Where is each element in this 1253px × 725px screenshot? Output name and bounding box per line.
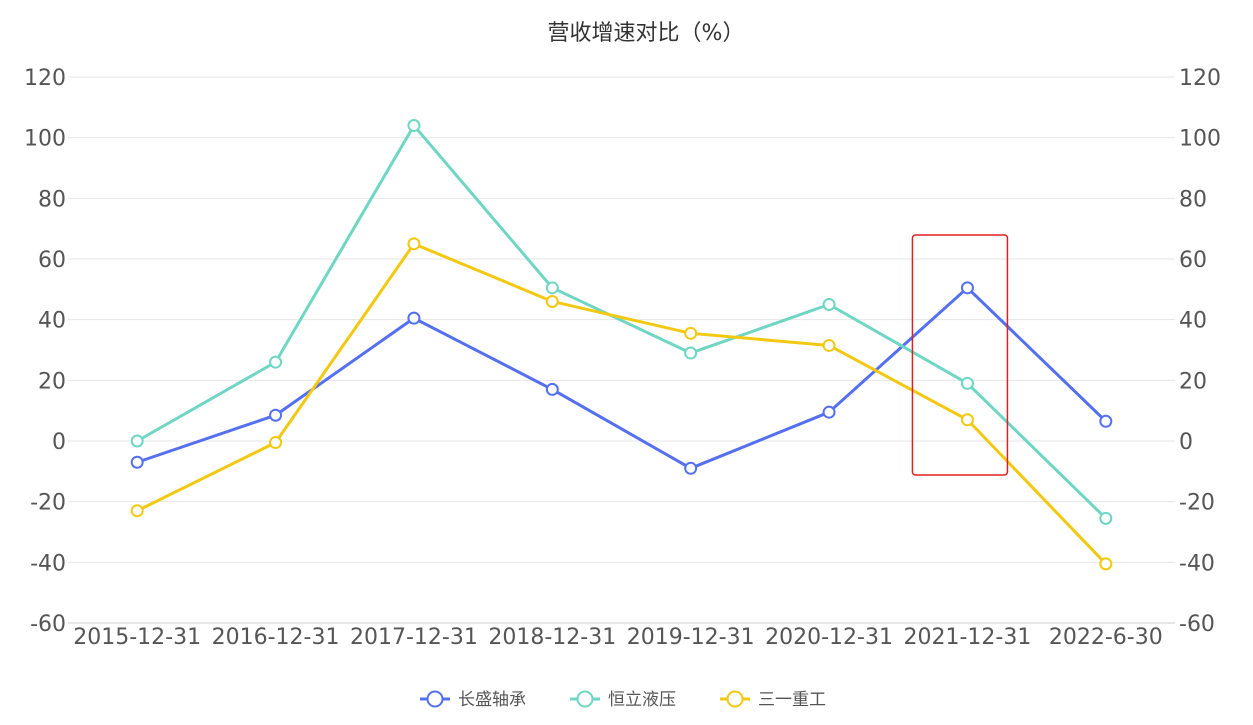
y-tick-label-left: 40 (38, 309, 66, 334)
data-point (130, 455, 144, 469)
series (130, 281, 1113, 475)
data-point (407, 119, 421, 133)
series-line (136, 242, 1107, 565)
y-tick-label-left: -60 (30, 612, 66, 637)
legend-marker (426, 690, 444, 708)
data-point (269, 436, 283, 450)
y-tick-label-left: -20 (30, 491, 66, 516)
series-line (136, 124, 1107, 520)
x-tick-label: 2016-12-31 (212, 625, 340, 650)
data-point (822, 405, 836, 419)
series-line (136, 286, 1107, 470)
legend-item[interactable]: 三一重工 (720, 690, 826, 710)
highlight-box (911, 234, 1009, 476)
y-tick-label-right: 120 (1179, 66, 1221, 91)
x-tick-label: 2018-12-31 (488, 625, 616, 650)
series (130, 119, 1113, 525)
y-tick-label-left: 120 (24, 66, 66, 91)
data-point (407, 311, 421, 325)
y-tick-label-right: 40 (1179, 309, 1207, 334)
y-tick-label-left: 80 (38, 187, 66, 212)
y-tick-label-right: 20 (1179, 369, 1207, 394)
y-tick-label-right: -40 (1179, 551, 1215, 576)
legend-label: 恒立液压 (608, 690, 676, 710)
grid-lines (68, 76, 1175, 624)
y-tick-label-right: -60 (1179, 612, 1215, 637)
x-tick-label: 2021-12-31 (904, 625, 1032, 650)
legend-item[interactable]: 长盛轴承 (420, 690, 526, 710)
y-tick-label-left: 100 (24, 127, 66, 152)
x-tick-label: 2019-12-31 (627, 625, 755, 650)
data-point (1099, 414, 1113, 428)
data-point (545, 281, 559, 295)
data-point (822, 298, 836, 311)
x-tick-label: 2022-6-30 (1049, 625, 1163, 650)
legend: 长盛轴承 恒立液压 三一重工 (420, 690, 826, 710)
data-point (1099, 511, 1113, 525)
left-y-axis: -60 -40 -20 0 20 40 60 80 100 120 (24, 66, 66, 637)
y-tick-label-right: -20 (1179, 491, 1215, 516)
data-point (269, 408, 283, 422)
legend-marker (726, 690, 744, 708)
data-point (545, 382, 559, 396)
x-tick-label: 2020-12-31 (765, 625, 893, 650)
legend-marker (576, 690, 594, 708)
data-point (684, 326, 698, 340)
y-tick-label-right: 80 (1179, 187, 1207, 212)
data-point (130, 434, 144, 448)
data-point (960, 413, 974, 427)
y-tick-label-left: 20 (38, 369, 66, 394)
y-tick-label-left: 60 (38, 248, 66, 273)
series-lines (130, 119, 1113, 571)
x-tick-label: 2015-12-31 (73, 625, 201, 650)
data-point (1099, 557, 1113, 571)
data-point (545, 294, 559, 308)
right-y-axis: -60 -40 -20 0 20 40 60 80 100 120 (1179, 66, 1221, 637)
x-tick-label: 2017-12-31 (350, 625, 478, 650)
data-point (960, 281, 974, 295)
y-tick-label-right: 0 (1179, 430, 1193, 455)
data-point (960, 376, 974, 390)
data-point (822, 338, 836, 352)
legend-item[interactable]: 恒立液压 (570, 690, 676, 710)
x-axis: 2015-12-31 2016-12-31 2017-12-31 2018-12-31… (73, 625, 1162, 650)
legend-label: 三一重工 (758, 690, 826, 710)
y-tick-label-left: -40 (30, 551, 66, 576)
data-point (407, 237, 421, 251)
series (130, 237, 1113, 571)
data-point (684, 346, 698, 360)
y-tick-label-left: 0 (52, 430, 66, 455)
chart-title: 营收增速对比（%） (548, 21, 745, 46)
legend-label: 长盛轴承 (458, 690, 526, 710)
y-tick-label-right: 100 (1179, 127, 1221, 152)
data-point (269, 355, 283, 369)
y-tick-label-right: 60 (1179, 248, 1207, 273)
data-point (684, 461, 698, 475)
data-point (130, 504, 144, 518)
